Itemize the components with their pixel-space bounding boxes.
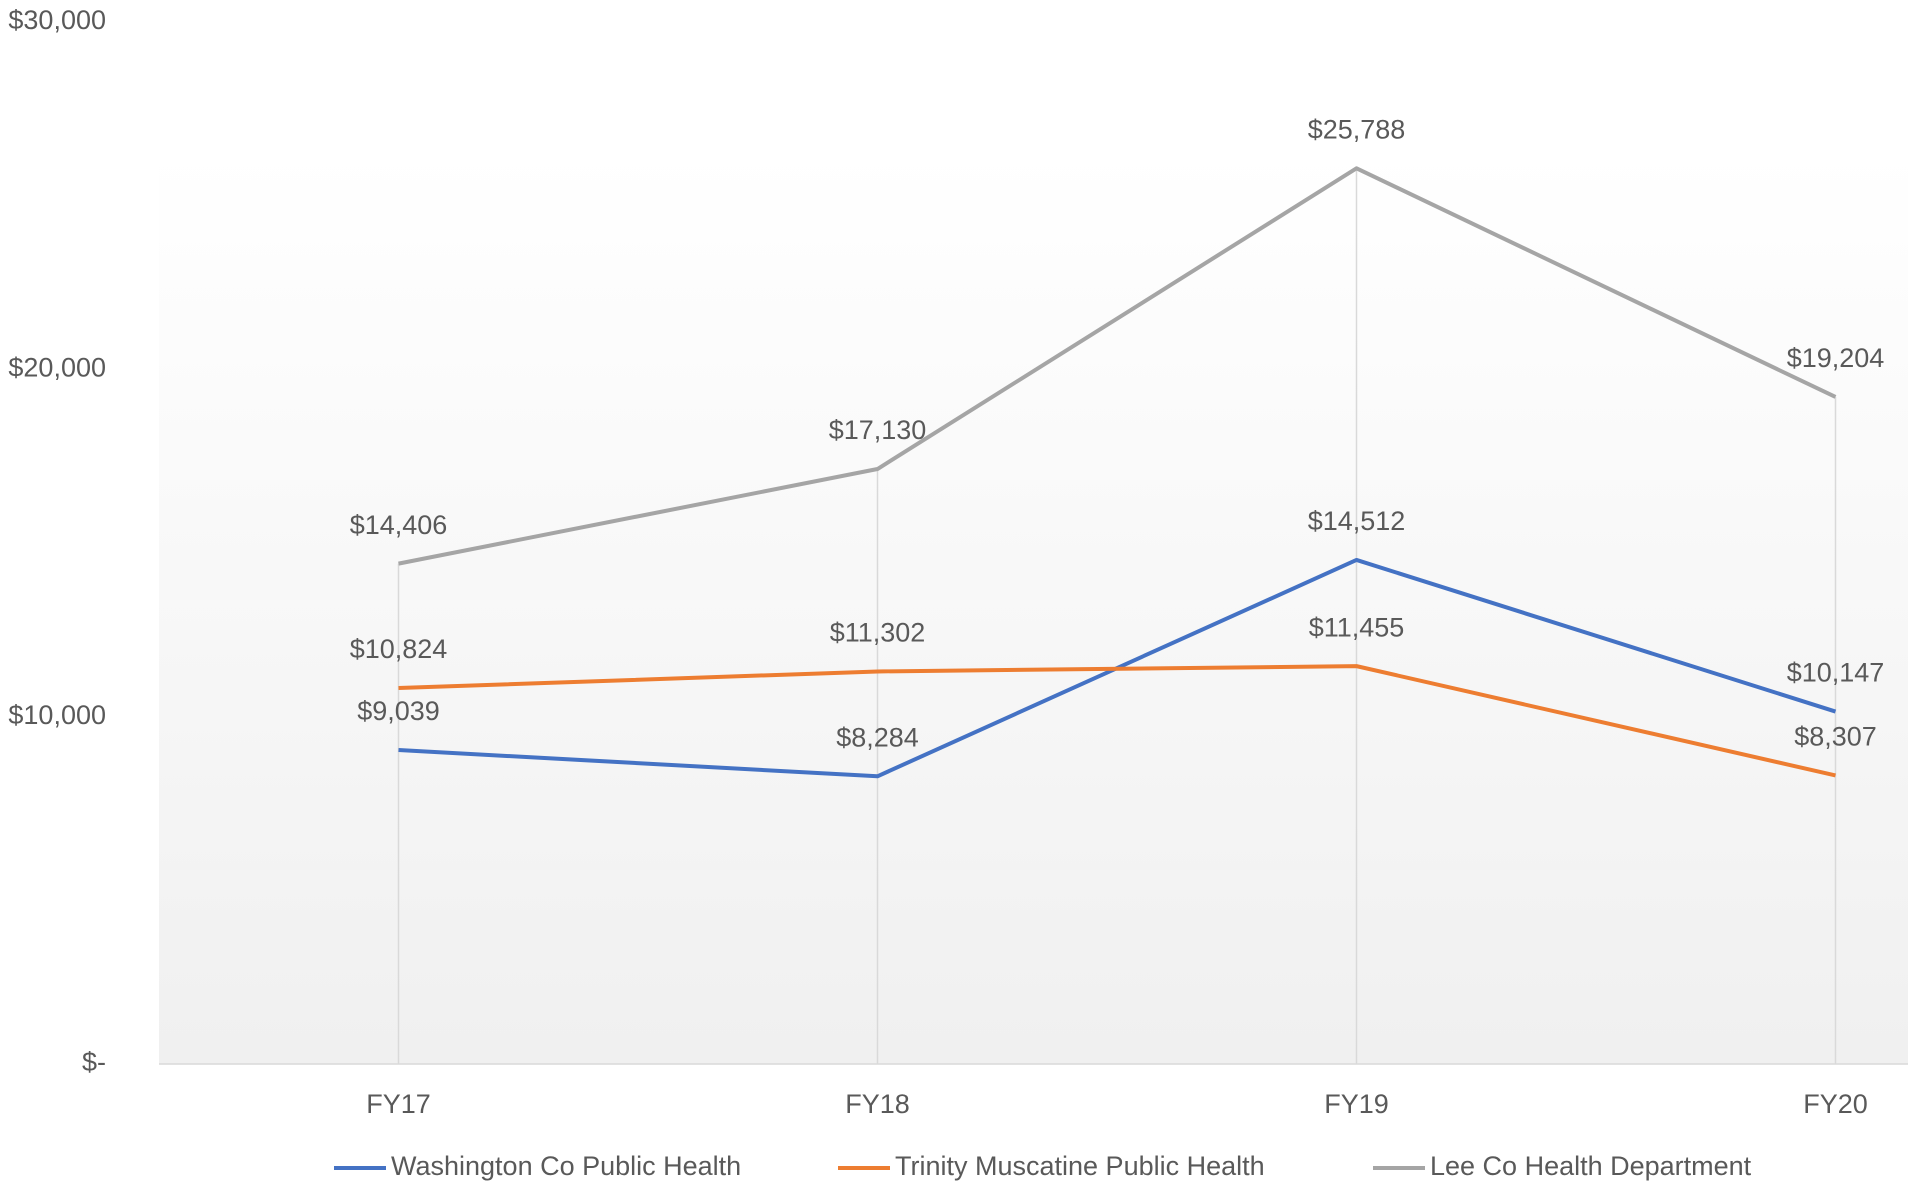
legend-label: Lee Co Health Department [1430, 1151, 1752, 1181]
data-label: $14,512 [1308, 506, 1406, 536]
data-label: $8,284 [836, 722, 919, 752]
series-line [398, 166, 1837, 566]
legend-label: Washington Co Public Health [391, 1151, 741, 1181]
data-label: $11,455 [1309, 612, 1405, 642]
data-label: $10,824 [350, 634, 448, 664]
x-tick-label: FY19 [1324, 1089, 1389, 1119]
y-tick-label: $10,000 [8, 700, 106, 730]
data-label: $19,204 [1787, 343, 1885, 373]
data-label: $11,302 [830, 618, 926, 648]
data-label: $9,039 [357, 696, 440, 726]
data-label: $17,130 [829, 415, 927, 445]
x-tick-label: FY20 [1803, 1089, 1868, 1119]
y-tick-label: $30,000 [8, 5, 106, 35]
plot-background [159, 150, 1908, 1064]
series-line [398, 664, 1836, 778]
x-tick-label: FY17 [366, 1089, 431, 1119]
legend-label: Trinity Muscatine Public Health [895, 1151, 1265, 1181]
x-tick-label: FY18 [845, 1089, 910, 1119]
y-tick-label: $20,000 [8, 352, 106, 382]
data-label: $8,307 [1794, 722, 1877, 752]
data-label: $25,788 [1308, 114, 1406, 144]
data-label: $10,147 [1787, 658, 1885, 688]
data-label: $14,406 [350, 510, 448, 540]
y-tick-label: $- [82, 1047, 106, 1077]
